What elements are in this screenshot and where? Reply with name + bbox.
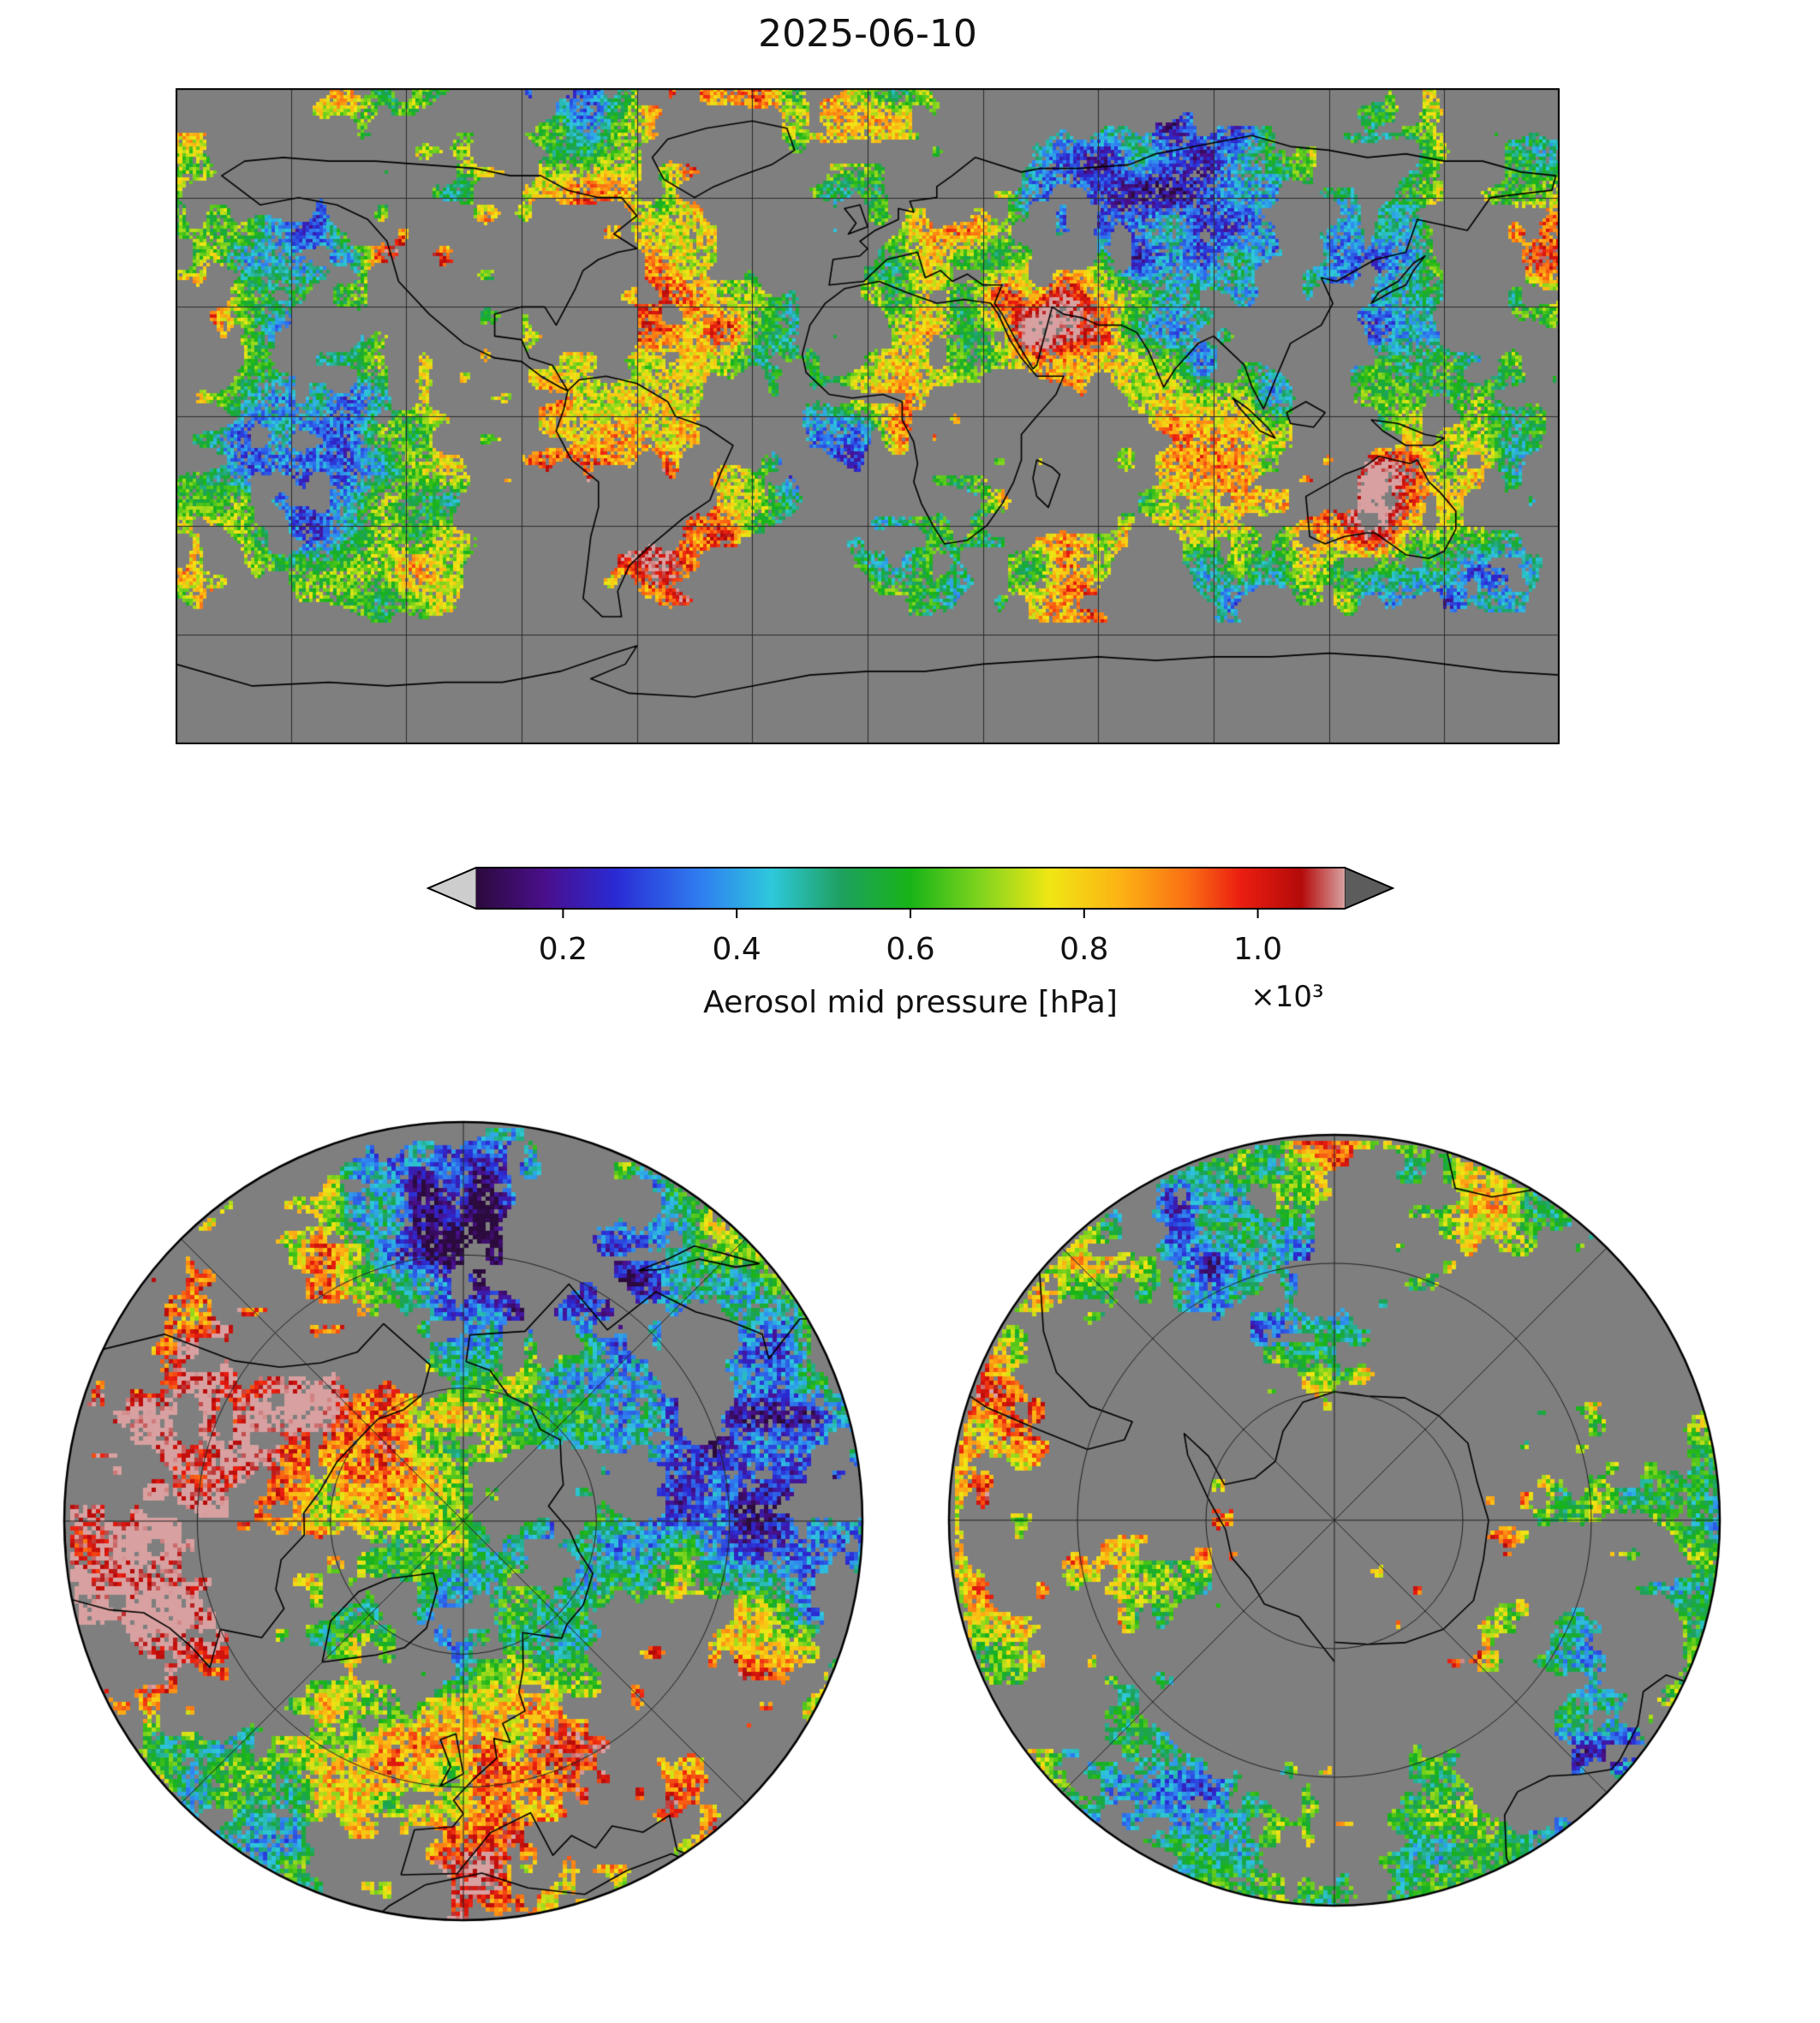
figure-title: 2025-06-10 [758, 12, 977, 56]
colorbar-tick-marks [562, 909, 1259, 918]
colorbar-body [476, 868, 1345, 909]
colorbar: 0.2 0.4 0.6 0.8 1.0 Aerosol mid pressure [hP… [426, 865, 1395, 1045]
colorbar-under-arrow [427, 867, 477, 910]
colorbar-multiplier: ×10³ [1250, 980, 1324, 1014]
colorbar-tick-label: 0.8 [1059, 932, 1109, 967]
colorbar-tick-labels: 0.2 0.4 0.6 0.8 1.0 [427, 932, 1394, 971]
global-map-canvas [176, 88, 1560, 744]
colorbar-gradient-bar [426, 867, 1395, 918]
colorbar-tick-label: 0.6 [886, 932, 935, 967]
colorbar-tick-label: 0.2 [538, 932, 588, 967]
colorbar-label: Aerosol mid pressure [hPa] [703, 985, 1118, 1020]
south-polar-map-canvas [946, 1132, 1722, 1908]
colorbar-tick-label: 1.0 [1232, 932, 1283, 967]
colorbar-tick-label: 0.4 [712, 932, 761, 967]
colorbar-over-arrow [1344, 867, 1394, 910]
colorbar-outline [426, 867, 1395, 910]
north-polar-map-canvas [62, 1119, 865, 1923]
